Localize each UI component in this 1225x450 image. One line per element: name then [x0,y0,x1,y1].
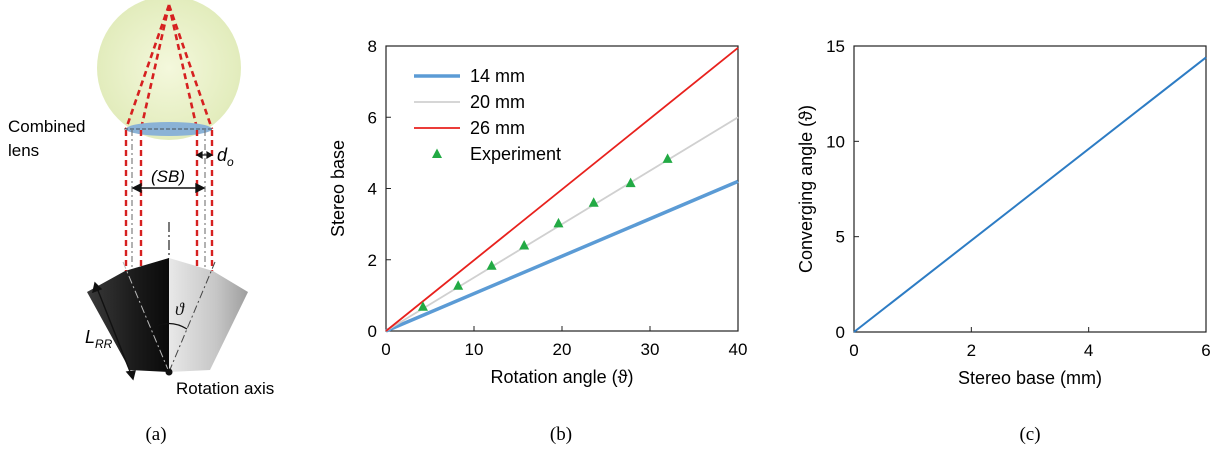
caption-b: (b) [550,424,572,445]
y-tick-label: 5 [836,228,845,247]
y-tick-label: 10 [826,132,845,151]
lrr-arrow [92,281,136,381]
y-tick-label: 8 [368,37,377,56]
x-tick-label: 6 [1201,341,1210,360]
experiment-point [625,177,636,188]
x-tick-label: 2 [967,341,976,360]
x-tick-label: 20 [553,340,572,359]
y-tick-label: 6 [368,108,377,127]
series-line-2 [385,47,739,332]
y-tick-label: 0 [836,323,845,342]
ray-cone [124,4,214,130]
experiment-point [453,280,464,290]
series-line-0 [853,56,1207,333]
y-tick-label: 0 [368,322,377,341]
series-line-1 [385,116,739,332]
x-tick-label: 0 [381,340,390,359]
experiment-point [588,197,599,207]
stereo-base-chart: 0 10 20 30 40 0 2 4 6 8 Rotation angle (ϑ) Stereo b… [328,37,748,445]
plot-frame [853,45,1207,333]
dark-prism [87,258,169,372]
rotation-axis-point [165,368,173,376]
caption-a: (a) [145,424,166,445]
experiment-point [662,153,673,163]
caption-c: (c) [1019,424,1040,445]
legend-label: 20 mm [470,92,525,112]
experiment-point [417,301,428,311]
experiment-point [486,260,497,270]
series-line-0 [385,179,739,333]
vertical-rays [124,130,214,272]
theta-label: ϑ [175,299,185,319]
x-tick-label: 30 [641,340,660,359]
x-tick-label: 4 [1084,341,1093,360]
rotation-axis-label: Rotation axis [176,379,274,398]
experiment-point [553,217,564,228]
light-prism [169,258,248,372]
legend-label: 14 mm [470,66,525,86]
legend-label: Experiment [470,144,561,164]
x-tick-label: 40 [729,340,748,359]
prism-right-axis [168,261,216,373]
sb-label: (SB) [151,167,185,186]
lens-label-line2: lens [8,141,39,160]
x-tick-label: 10 [465,340,484,359]
y-axis-label: Stereo base [328,140,348,237]
lens-label-line1: Combined [8,117,86,136]
lrr-label: LRR [85,327,113,351]
prism-left-axis [122,261,170,373]
theta-arc [150,322,188,330]
x-axis-label: Rotation angle (ϑ) [491,367,634,387]
schematic-panel: (SB) do Combined lens ϑ LRR Rotation axi… [8,0,274,445]
y-axis-label: Converging angle (ϑ) [796,105,816,273]
experiment-point [519,240,530,250]
y-tick-label: 15 [826,37,845,56]
legend-swatch [432,148,442,158]
y-tick-label: 2 [368,251,377,270]
offset-arrow [195,150,214,160]
x-axis-label: Stereo base (mm) [958,368,1102,388]
light-glow-sphere [97,0,241,140]
converging-angle-chart: 0 2 4 6 0 5 10 15 Stereo base (mm) Converging ang… [796,37,1211,445]
stereo-base-arrow [131,182,206,194]
y-tick-label: 4 [368,180,377,199]
x-tick-label: 0 [849,341,858,360]
offset-label: do [217,145,234,169]
legend-label: 26 mm [470,118,525,138]
